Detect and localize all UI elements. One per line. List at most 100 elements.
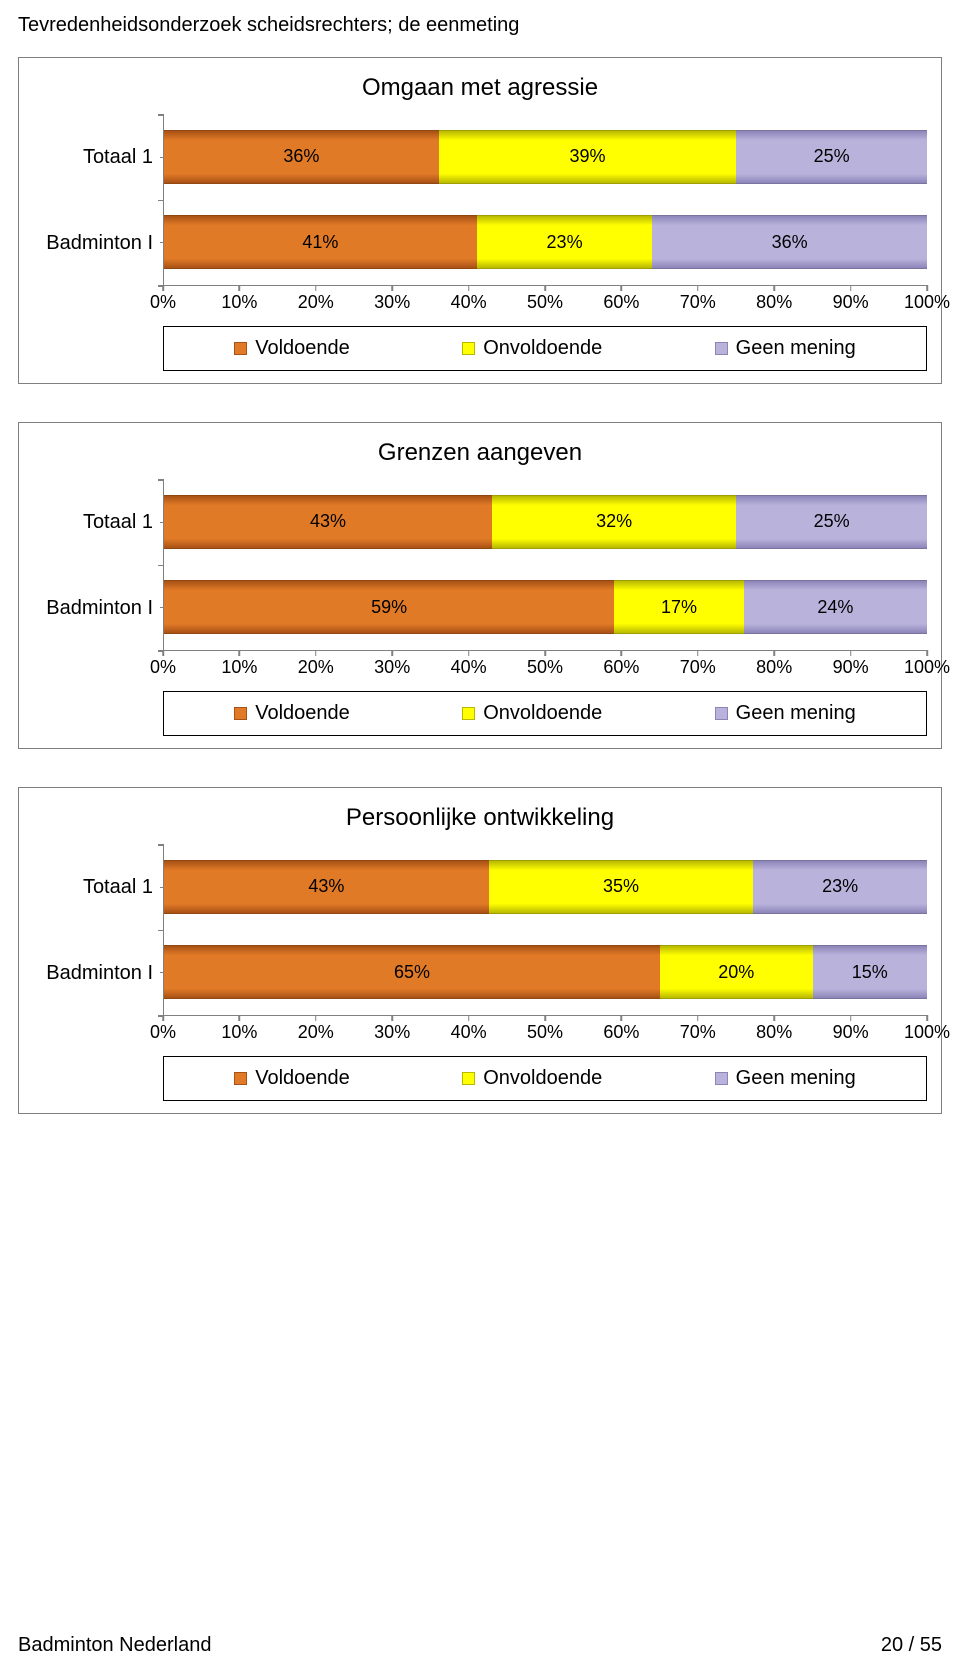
legend-label: Geen mening <box>736 1067 856 1090</box>
legend: Voldoende Onvoldoende Geen mening <box>163 691 927 736</box>
segment-onvoldoende: 39% <box>439 130 737 184</box>
stacked-bar: 59%17%24% <box>164 580 927 634</box>
y-axis-labels: Totaal 1 Badminton I <box>33 844 163 1016</box>
x-tick-label: 70% <box>680 1016 716 1043</box>
segment-geen_mening: 25% <box>736 495 927 549</box>
segment-onvoldoende: 35% <box>489 860 753 914</box>
x-tick-label: 40% <box>451 286 487 313</box>
plot-area: 43%32%25% 59%17%24% <box>163 479 927 651</box>
plot-area: 43%35%23% 65%20%15% <box>163 844 927 1016</box>
x-tick-label: 0% <box>150 286 176 313</box>
segment-voldoende: 41% <box>164 215 477 269</box>
segment-geen_mening: 25% <box>736 130 927 184</box>
chart-body: Totaal 1 Badminton I 43%35%23% 65%20%15% <box>33 844 927 1016</box>
x-tick-label: 10% <box>221 286 257 313</box>
x-tick-label: 70% <box>680 651 716 678</box>
chart-body: Totaal 1 Badminton I 43%32%25% 59%17%24% <box>33 479 927 651</box>
x-tick-label: 50% <box>527 651 563 678</box>
chart-box: Grenzen aangeven Totaal 1 Badminton I 43%32… <box>18 422 942 749</box>
legend-label: Voldoende <box>255 702 350 725</box>
x-tick-label: 70% <box>680 286 716 313</box>
bar-row: 43%35%23% <box>164 844 927 930</box>
category-label: Badminton I <box>33 233 153 253</box>
stacked-bar: 65%20%15% <box>164 945 927 999</box>
x-tick-label: 0% <box>150 1016 176 1043</box>
x-tick-label: 60% <box>603 1016 639 1043</box>
legend-item-voldoende: Voldoende <box>234 702 350 725</box>
chart-box: Omgaan met agressieTotaal 1Badminton I36… <box>18 57 942 384</box>
x-tick-label: 20% <box>298 651 334 678</box>
legend-label: Voldoende <box>255 337 350 360</box>
category-label: Totaal 1 <box>33 877 153 897</box>
segment-onvoldoende: 20% <box>660 945 813 999</box>
legend-item-onvoldoende: Onvoldoende <box>462 1067 602 1090</box>
x-tick-label: 0% <box>150 651 176 678</box>
footer-left: Badminton Nederland <box>18 1634 211 1657</box>
legend-label: Geen mening <box>736 702 856 725</box>
charts-container: Omgaan met agressie Totaal 1 Badminton I 36… <box>18 57 942 1114</box>
legend-label: Geen mening <box>736 337 856 360</box>
segment-geen_mening: 36% <box>652 215 927 269</box>
x-tick-label: 60% <box>603 286 639 313</box>
chart-title: Omgaan met agressie <box>33 74 927 102</box>
x-tick-label: 90% <box>833 1016 869 1043</box>
x-tick-label: 80% <box>756 1016 792 1043</box>
page-footer: Badminton Nederland 20 / 55 <box>18 1634 942 1657</box>
chart-body: Totaal 1Badminton I36%39%25%41%23%36% <box>33 114 927 286</box>
x-tick-label: 90% <box>833 286 869 313</box>
legend-item-geen_mening: Geen mening <box>715 1067 856 1090</box>
legend-label: Onvoldoende <box>483 1067 602 1090</box>
legend-item-geen_mening: Geen mening <box>715 337 856 360</box>
legend-swatch <box>234 1072 247 1085</box>
legend-swatch <box>234 342 247 355</box>
x-tick-label: 40% <box>451 651 487 678</box>
x-tick-label: 20% <box>298 286 334 313</box>
x-tick-label: 30% <box>374 286 410 313</box>
segment-voldoende: 65% <box>164 945 660 999</box>
category-label: Badminton I <box>33 598 153 618</box>
segment-onvoldoende: 32% <box>492 495 736 549</box>
bar-row: 36%39%25% <box>164 114 927 200</box>
segment-voldoende: 43% <box>164 495 492 549</box>
x-tick-label: 100% <box>904 651 950 678</box>
legend-swatch <box>462 1072 475 1085</box>
legend: Voldoende Onvoldoende Geen mening <box>163 326 927 371</box>
segment-voldoende: 36% <box>164 130 439 184</box>
x-tick-label: 100% <box>904 286 950 313</box>
legend-label: Onvoldoende <box>483 702 602 725</box>
y-axis-labels: Totaal 1 Badminton I <box>33 479 163 651</box>
chart-box: Persoonlijke ontwikkeling Totaal 1 Badmint… <box>18 787 942 1114</box>
bar-row: 43%32%25% <box>164 479 927 565</box>
category-label: Totaal 1 <box>33 512 153 532</box>
legend-item-geen_mening: Geen mening <box>715 702 856 725</box>
stacked-bar: 43%32%25% <box>164 495 927 549</box>
legend-swatch <box>462 342 475 355</box>
x-tick-label: 60% <box>603 651 639 678</box>
x-tick-label: 90% <box>833 651 869 678</box>
bar-row: 59%17%24% <box>164 565 927 651</box>
legend: Voldoende Onvoldoende Geen mening <box>163 1056 927 1101</box>
segment-onvoldoende: 17% <box>614 580 744 634</box>
plot-area: 36%39%25%41%23%36% <box>163 114 927 286</box>
legend-item-voldoende: Voldoende <box>234 337 350 360</box>
x-tick-label: 80% <box>756 651 792 678</box>
x-tick-label: 30% <box>374 1016 410 1043</box>
bar-row: 65%20%15% <box>164 930 927 1016</box>
legend-item-voldoende: Voldoende <box>234 1067 350 1090</box>
legend-item-onvoldoende: Onvoldoende <box>462 337 602 360</box>
legend-label: Voldoende <box>255 1067 350 1090</box>
x-tick-label: 10% <box>221 1016 257 1043</box>
segment-geen_mening: 15% <box>813 945 927 999</box>
x-tick-label: 40% <box>451 1016 487 1043</box>
legend-swatch <box>715 342 728 355</box>
category-label: Badminton I <box>33 963 153 983</box>
segment-geen_mening: 23% <box>753 860 927 914</box>
legend-swatch <box>234 707 247 720</box>
x-tick-label: 10% <box>221 651 257 678</box>
chart-title: Grenzen aangeven <box>33 439 927 467</box>
page-header: Tevredenheidsonderzoek scheidsrechters; … <box>18 14 942 37</box>
legend-label: Onvoldoende <box>483 337 602 360</box>
segment-voldoende: 43% <box>164 860 489 914</box>
legend-item-onvoldoende: Onvoldoende <box>462 702 602 725</box>
chart-title: Persoonlijke ontwikkeling <box>33 804 927 832</box>
